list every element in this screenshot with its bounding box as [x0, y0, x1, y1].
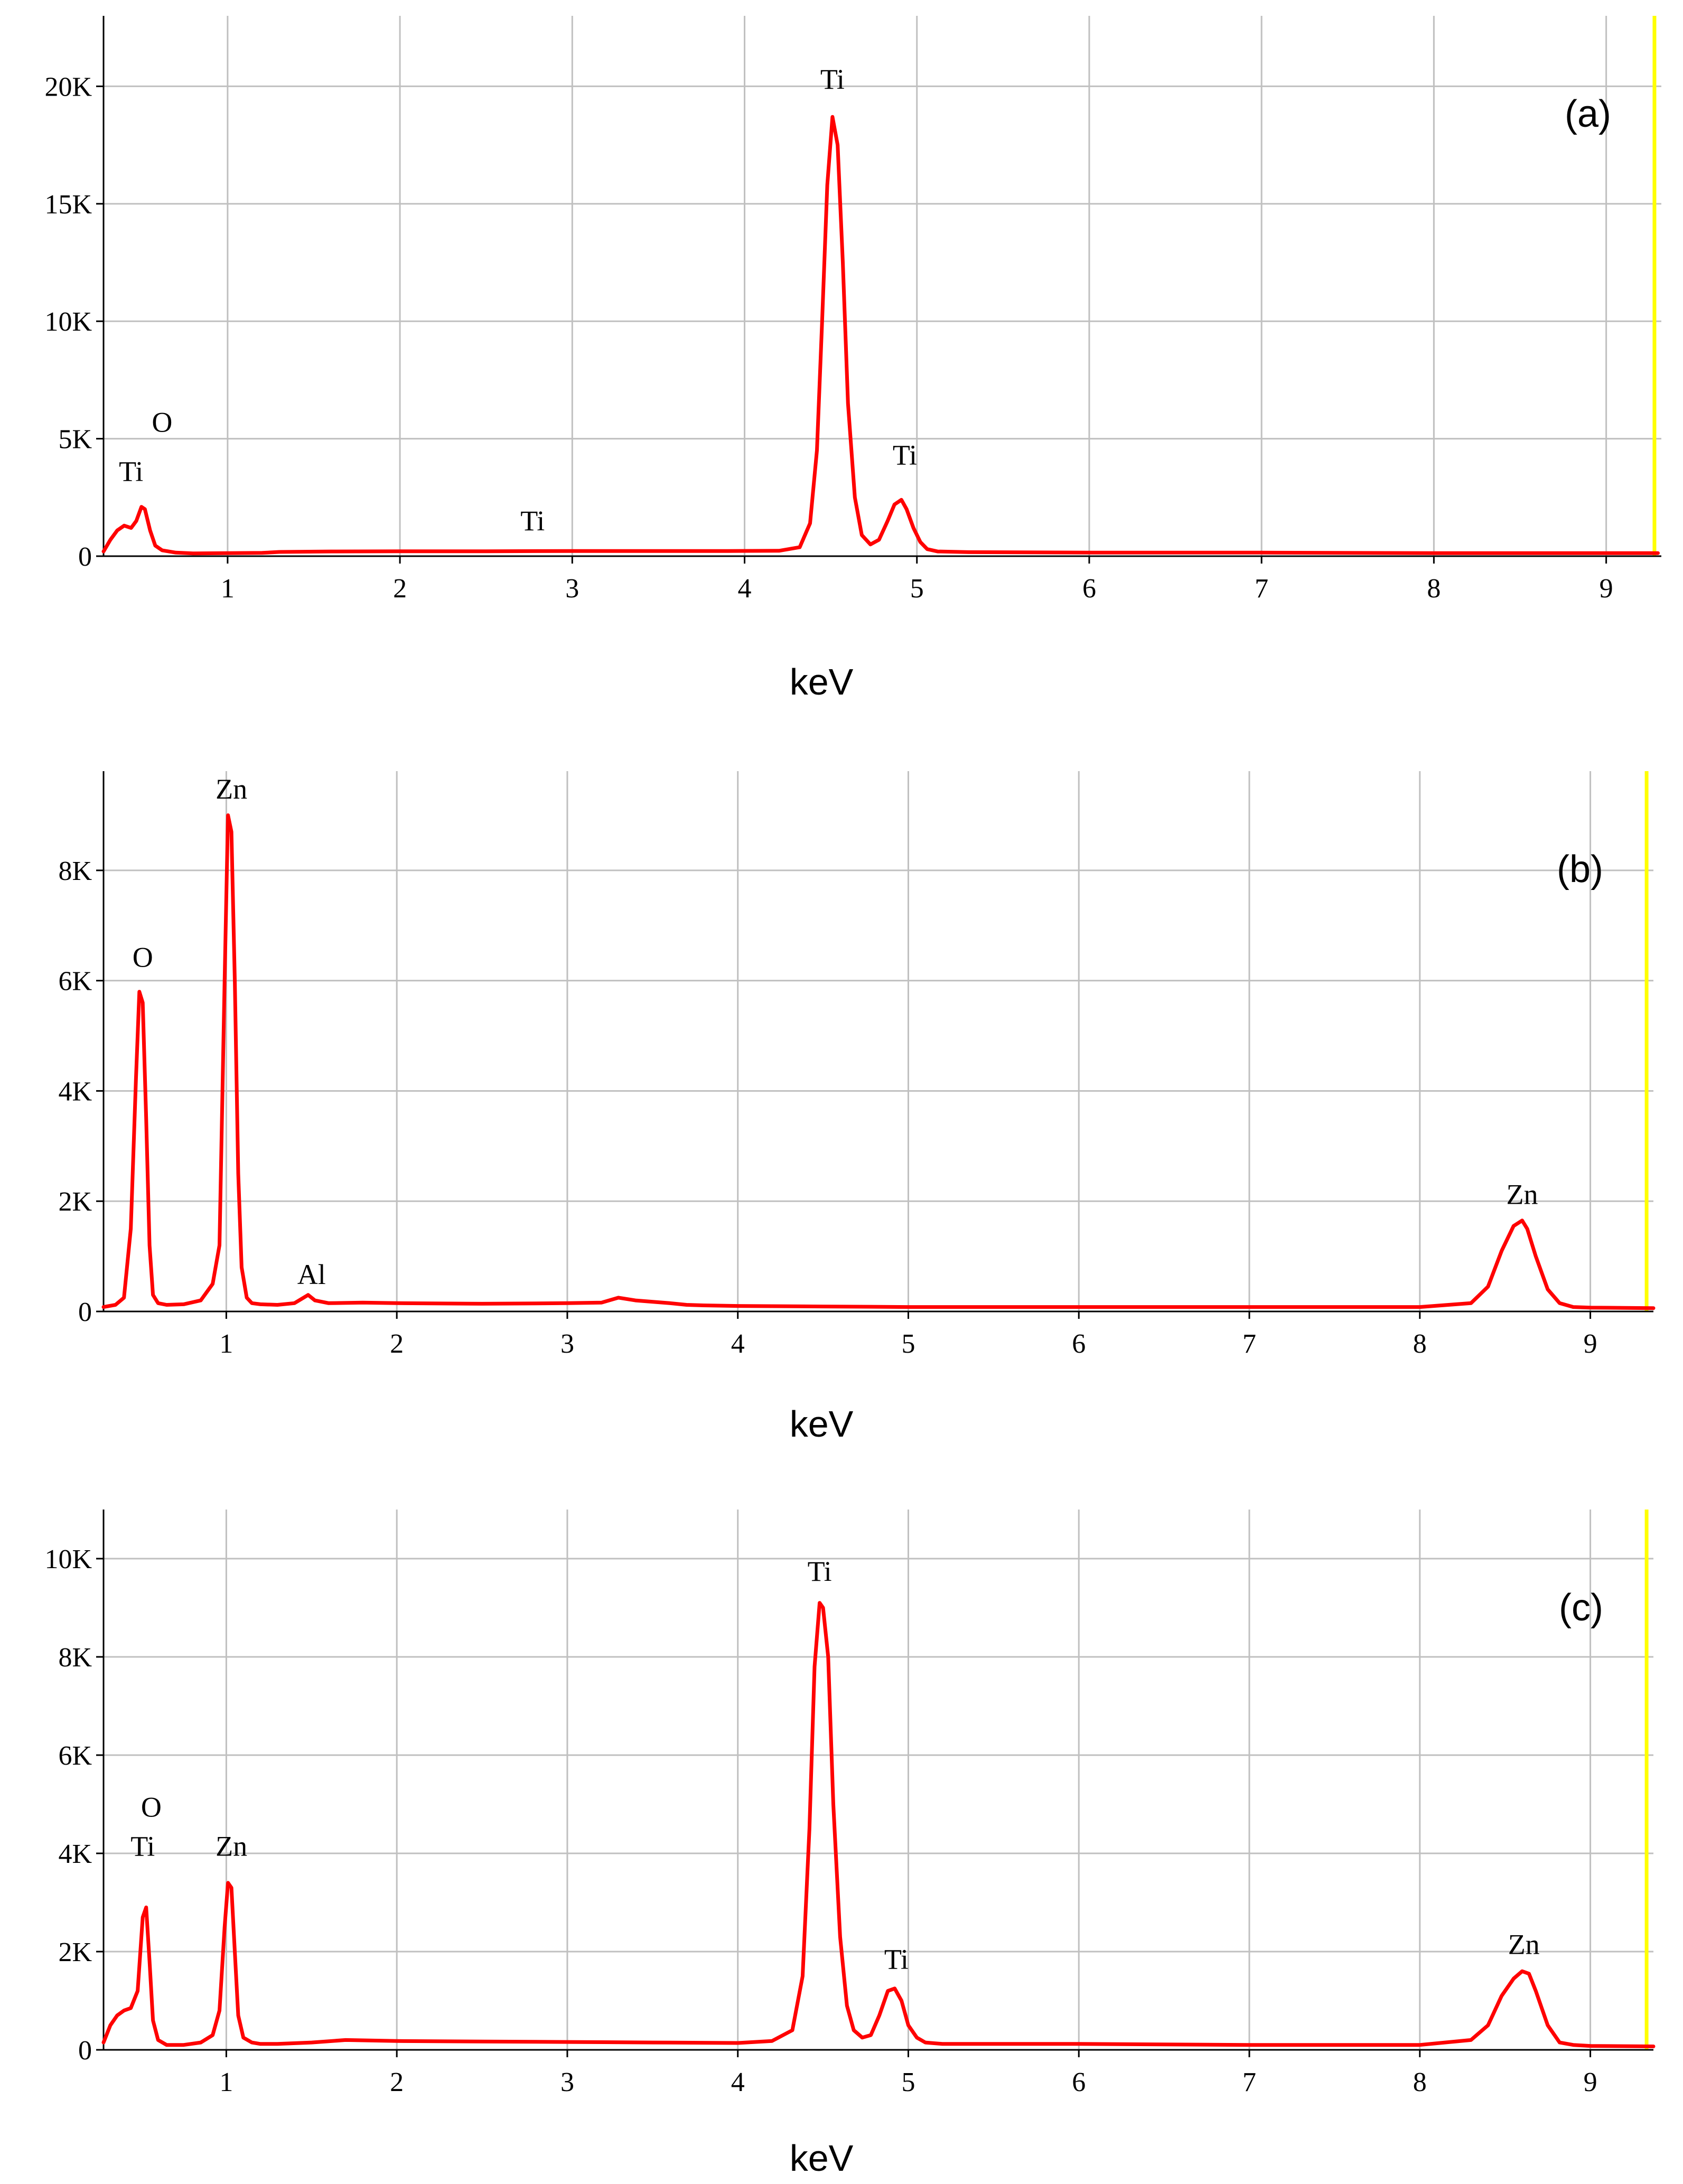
x-tick-label: 5 [910, 574, 924, 604]
panel-a: 1 2 3 4 5 6 7 8 9 0 5K 10K 15K 20K Ti Ti O Ti Ti (a) keV [44, 16, 1661, 702]
peak-label: Ti [119, 456, 143, 488]
y-tick-label: 6K [58, 1741, 92, 1771]
y-tick-label: 0 [78, 2036, 92, 2066]
y-tick-label: 4K [58, 1076, 92, 1107]
x-tick-label: 7 [1242, 2067, 1256, 2097]
panel-c: 1 2 3 4 5 6 7 8 9 0 2K 4K 6K 8K 10K Ti O Ti Zn Ti Zn (c) keV [44, 1510, 1656, 2179]
y-tick-label: 0 [78, 1297, 92, 1327]
x-tick-label: 8 [1413, 2067, 1427, 2097]
y-tick-label: 10K [44, 1544, 92, 1574]
x-tick-label: 4 [731, 2067, 745, 2097]
y-tick-label: 2K [58, 1937, 92, 1967]
spectrum-line [101, 813, 1656, 1310]
x-tick-label: 5 [901, 2067, 915, 2097]
y-tick-label: 15K [44, 190, 92, 220]
peak-label: Ti [893, 439, 917, 471]
peak-label: Zn [1506, 1178, 1538, 1210]
x-tick-label: 8 [1427, 574, 1441, 604]
x-tick-label: 3 [560, 1329, 574, 1359]
x-tick-label: 3 [560, 2067, 574, 2097]
x-axis-title: keV [790, 2138, 854, 2179]
y-tick-label: 6K [58, 967, 92, 997]
y-tick-label: 0 [78, 542, 92, 572]
x-tick-label: 4 [731, 1329, 745, 1359]
x-axis-title: keV [790, 1403, 854, 1445]
peak-label: Ti [820, 63, 845, 95]
y-tick-label: 5K [58, 425, 92, 455]
x-tick-label: 1 [221, 574, 235, 604]
panel-label: (c) [1559, 1587, 1603, 1629]
x-tick-label: 9 [1584, 1329, 1597, 1359]
x-tick-label: 5 [901, 1329, 915, 1359]
x-tick-label: 9 [1600, 574, 1613, 604]
y-tick-label: 4K [58, 1839, 92, 1869]
peak-label: Zn [216, 1831, 247, 1862]
peak-label: Ti [884, 1944, 909, 1975]
x-tick-label: 8 [1413, 1329, 1427, 1359]
peak-label: Al [297, 1259, 326, 1290]
x-tick-label: 2 [390, 2067, 404, 2097]
spectrum-line [101, 115, 1660, 556]
panel-b: 1 2 3 4 5 6 7 8 9 0 2K 4K 6K 8K Zn O Al Zn (b) keV [58, 771, 1656, 1445]
x-tick-label: 6 [1082, 574, 1096, 604]
x-tick-label: 2 [393, 574, 407, 604]
panel-label: (a) [1565, 93, 1611, 135]
x-tick-label: 7 [1242, 1329, 1256, 1359]
x-tick-label: 3 [565, 574, 579, 604]
peak-label: Ti [130, 1831, 155, 1862]
y-tick-label: 2K [58, 1187, 92, 1217]
peak-label: Zn [1508, 1929, 1540, 1961]
peak-label: O [152, 406, 172, 438]
x-tick-label: 4 [738, 574, 752, 604]
x-tick-label: 9 [1584, 2067, 1597, 2097]
spectrum-line [101, 1601, 1656, 2048]
x-tick-label: 6 [1072, 2067, 1086, 2097]
y-tick-label: 8K [58, 856, 92, 886]
x-tick-label: 7 [1255, 574, 1268, 604]
y-tick-label: 20K [44, 72, 92, 102]
peak-label: Zn [216, 773, 247, 805]
peak-label: Ti [520, 505, 545, 537]
peak-label: O [141, 1791, 162, 1823]
peak-label: Ti [808, 1555, 832, 1587]
x-tick-label: 1 [219, 2067, 233, 2097]
x-tick-label: 1 [219, 1329, 233, 1359]
x-tick-label: 6 [1072, 1329, 1086, 1359]
y-tick-label: 8K [58, 1643, 92, 1673]
x-tick-label: 2 [390, 1329, 404, 1359]
x-axis-title: keV [790, 661, 854, 702]
panel-label: (b) [1557, 848, 1603, 891]
y-tick-label: 10K [44, 307, 92, 337]
peak-label: O [133, 942, 153, 973]
